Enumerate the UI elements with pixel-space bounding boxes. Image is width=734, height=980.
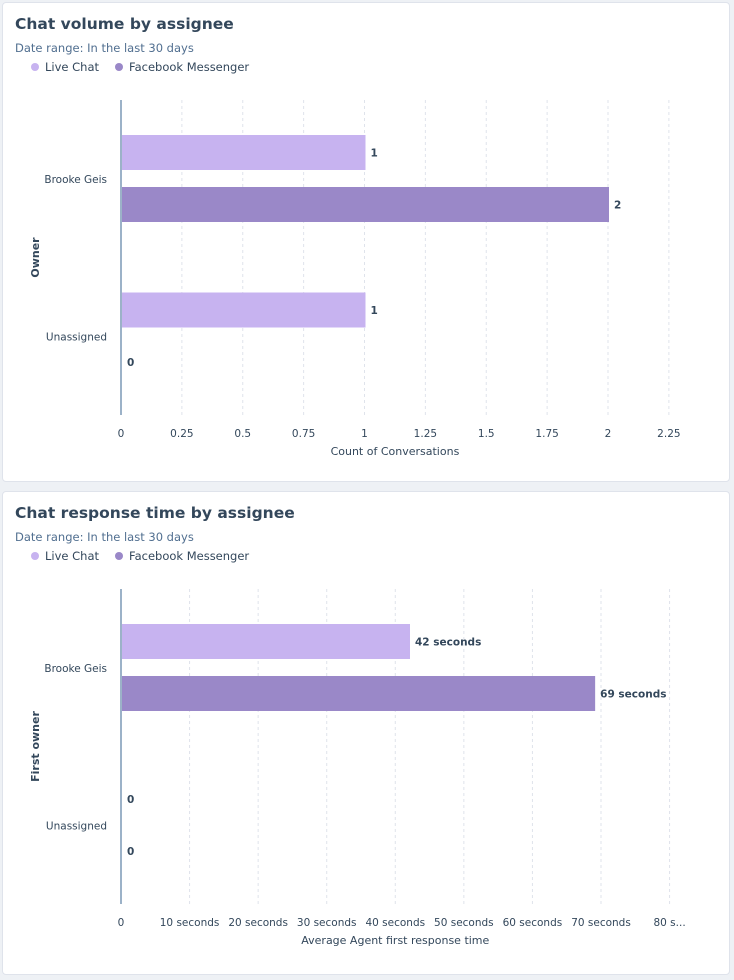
- chart-title: Chat response time by assignee: [15, 504, 295, 522]
- bar-facebook-messenger: [122, 187, 609, 222]
- y-tick-label: Unassigned: [46, 332, 107, 344]
- x-axis-title: Count of Conversations: [331, 445, 460, 458]
- bar-live-chat: [122, 135, 366, 170]
- x-tick-label: 1.75: [535, 428, 558, 440]
- data-label: 1: [371, 148, 378, 160]
- data-label: 69 seconds: [600, 689, 666, 701]
- bar-live-chat: [122, 624, 410, 659]
- data-label: 2: [614, 200, 621, 212]
- chart-plot: 0 0.25 0.5 0.75 1 1.25 1.5 1.75 2 2.25 Count of Co…: [29, 100, 681, 458]
- x-axis-title: Average Agent first response time: [301, 934, 489, 947]
- legend-item-facebook-messenger[interactable]: Facebook Messenger: [115, 60, 249, 74]
- x-tick-label: 20 seconds: [228, 917, 288, 929]
- legend-item-live-chat[interactable]: Live Chat: [31, 549, 99, 563]
- x-tick-label: 0: [118, 917, 125, 929]
- live-chat-dot-icon: [31, 63, 39, 71]
- data-label: 42 seconds: [415, 637, 481, 649]
- y-tick-label: Unassigned: [46, 821, 107, 833]
- y-axis-title: First owner: [29, 711, 42, 782]
- x-tick-label: 50 seconds: [434, 917, 494, 929]
- legend-item-live-chat[interactable]: Live Chat: [31, 60, 99, 74]
- y-axis-title: Owner: [29, 237, 42, 278]
- data-label: 0: [127, 846, 134, 858]
- x-tick-label: 2.25: [657, 428, 680, 440]
- data-label: 0: [127, 357, 134, 369]
- data-label: 1: [371, 305, 378, 317]
- x-tick-label: 1: [361, 428, 368, 440]
- facebook-messenger-dot-icon: [115, 552, 124, 560]
- x-tick-label: 0.5: [234, 428, 251, 440]
- date-range: Date range: In the last 30 days: [15, 41, 194, 55]
- x-tick-label: 60 seconds: [503, 917, 563, 929]
- x-tick-label: 40 seconds: [365, 917, 425, 929]
- x-tick-label: 70 seconds: [571, 917, 631, 929]
- live-chat-dot-icon: [31, 552, 39, 560]
- x-tick-label: 0.25: [170, 428, 193, 440]
- x-tick-label: 10 seconds: [160, 917, 220, 929]
- y-tick-label: Brooke Geis: [44, 174, 107, 186]
- facebook-messenger-dot-icon: [115, 63, 124, 71]
- x-tick-label: 30 seconds: [297, 917, 357, 929]
- legend: Live Chat Facebook Messenger: [31, 549, 249, 563]
- bar-facebook-messenger: [122, 676, 596, 711]
- x-tick-label: 0: [118, 428, 125, 440]
- chart-plot: 0 10 seconds 20 seconds 30 seconds 40 second…: [29, 589, 686, 947]
- chart-card-response-time: Chat response time by assignee Date rang…: [2, 491, 730, 975]
- x-tick-label: 2: [605, 428, 612, 440]
- chart-title: Chat volume by assignee: [15, 15, 234, 33]
- data-label: 0: [127, 794, 134, 806]
- bar-live-chat: [122, 292, 366, 328]
- x-tick-label: 0.75: [292, 428, 315, 440]
- y-tick-label: Brooke Geis: [44, 663, 107, 675]
- legend: Live Chat Facebook Messenger: [31, 60, 249, 74]
- x-tick-label: 1.5: [478, 428, 495, 440]
- legend-item-facebook-messenger[interactable]: Facebook Messenger: [115, 549, 249, 563]
- x-tick-label: 1.25: [414, 428, 437, 440]
- date-range: Date range: In the last 30 days: [15, 530, 194, 544]
- chart-card-volume: Chat volume by assignee Date range: In t…: [2, 2, 730, 482]
- x-tick-label: 80 s...: [653, 917, 685, 929]
